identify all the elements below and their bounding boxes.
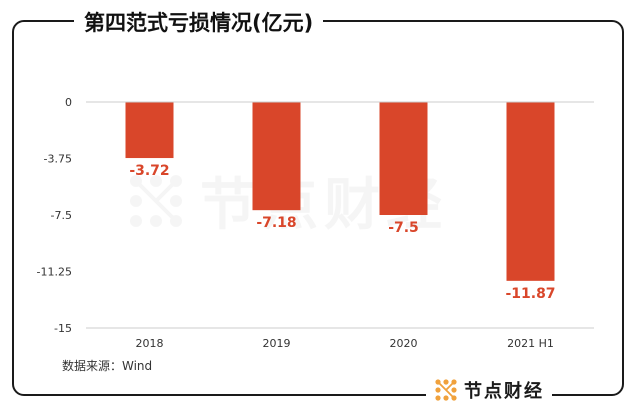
- y-tick-label: -15: [54, 322, 72, 335]
- data-label: -7.5: [388, 220, 419, 236]
- x-tick-label: 2021 H1: [507, 337, 554, 350]
- bar-2018: [125, 102, 174, 159]
- data-label: -11.87: [505, 286, 555, 302]
- data-source: 数据来源：Wind: [62, 359, 153, 373]
- chart-title: 第四范式亏损情况(亿元): [74, 6, 324, 40]
- brand-name: 节点财经: [464, 381, 544, 402]
- y-tick-label: -7.5: [51, 209, 72, 222]
- data-label: -3.72: [129, 163, 169, 179]
- brand-logo-icon: [435, 379, 457, 401]
- bar-2020: [379, 102, 428, 215]
- x-tick-label: 2020: [390, 337, 418, 350]
- bar-2021-h1: [506, 102, 555, 281]
- y-tick-label: -11.25: [37, 266, 72, 279]
- bar-2019: [252, 102, 301, 211]
- y-tick-label: -3.75: [44, 153, 72, 166]
- y-tick-label: 0: [65, 96, 72, 109]
- x-tick-label: 2018: [136, 337, 164, 350]
- data-label: -7.18: [256, 215, 296, 231]
- brand: 节点财经: [426, 374, 552, 406]
- x-tick-label: 2019: [263, 337, 291, 350]
